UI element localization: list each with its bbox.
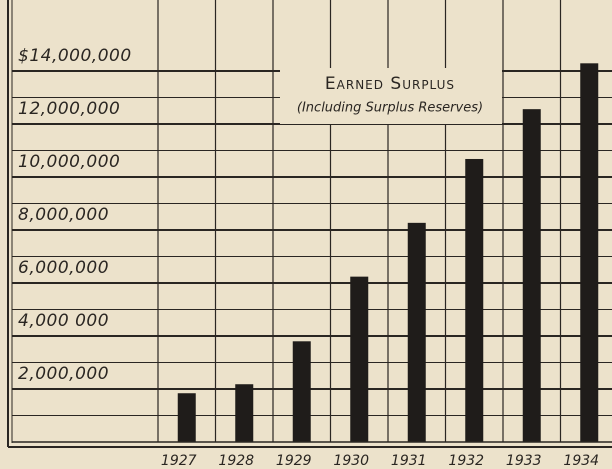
x-tick-label: 1931: [391, 453, 427, 469]
x-tick-label: 1932: [448, 453, 484, 469]
chart-title: Earned Surplus: [325, 74, 455, 94]
bar: [177, 393, 196, 442]
y-tick-label: 8,000,000: [18, 205, 109, 225]
y-tick-label: 10,000,000: [18, 152, 120, 172]
bar: [350, 276, 369, 442]
bar: [522, 109, 541, 442]
y-tick-label: 4,000 000: [18, 311, 109, 331]
y-tick-label: 12,000,000: [18, 99, 120, 119]
x-tick-label: 1929: [276, 453, 312, 469]
bar: [407, 222, 426, 442]
x-tick-label: 1927: [161, 453, 197, 469]
bar: [235, 384, 254, 442]
y-tick-label: $14,000,000: [18, 46, 132, 66]
x-tick-label: 1934: [563, 453, 599, 469]
x-tick-label: 1928: [218, 453, 254, 469]
x-tick-label: 1930: [333, 453, 369, 469]
y-tick-label: 6,000,000: [18, 258, 109, 278]
x-tick-label: 1933: [506, 453, 542, 469]
y-tick-label: 2,000,000: [18, 364, 109, 384]
bar: [292, 341, 311, 442]
bar: [580, 63, 599, 442]
bar: [465, 158, 484, 443]
chart-subtitle: (Including Surplus Reserves): [297, 101, 483, 116]
marks: [177, 63, 599, 443]
title-box: [280, 68, 502, 124]
